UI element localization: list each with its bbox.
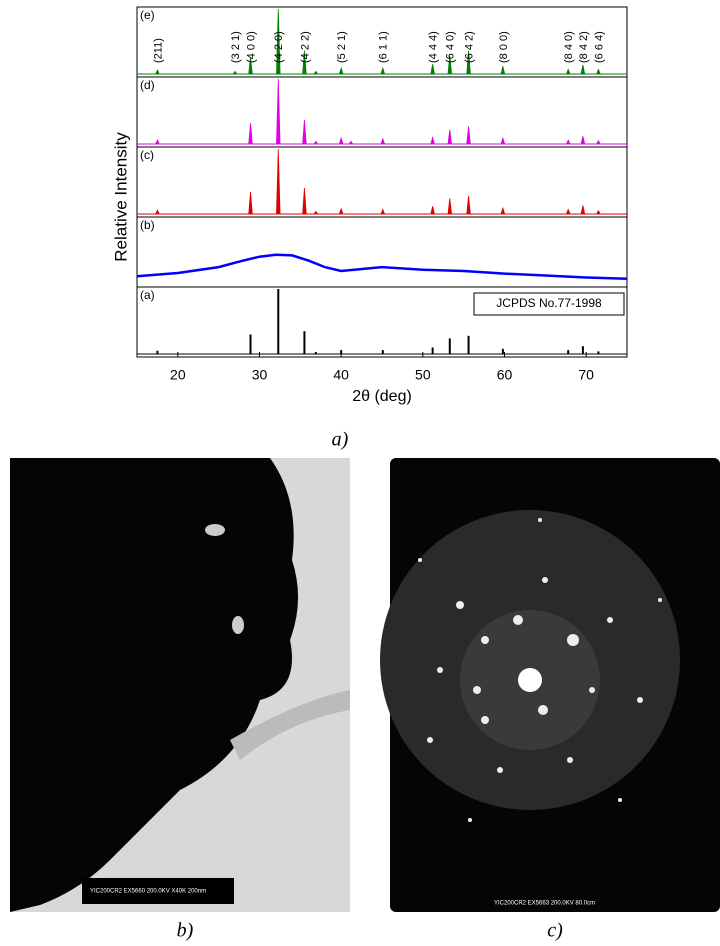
peak bbox=[313, 210, 319, 215]
peak bbox=[338, 136, 344, 145]
x-tick-label: 30 bbox=[252, 367, 268, 383]
caption: a) bbox=[332, 429, 349, 451]
x-tick-label: 60 bbox=[497, 367, 513, 383]
x-axis-label: 2θ (deg) bbox=[352, 388, 412, 405]
peak bbox=[232, 70, 238, 75]
peak bbox=[430, 136, 435, 145]
sad-pattern: YIC200CR2 EX5663 200.0KV 80.0cm bbox=[380, 458, 720, 912]
hkl-label: (3 2 1) bbox=[230, 31, 242, 63]
peak bbox=[313, 140, 319, 145]
hkl-label: (4 2 0) bbox=[273, 31, 285, 63]
hkl-label: (8 0 0) bbox=[498, 31, 510, 63]
panel-label: (e) bbox=[140, 8, 155, 22]
hkl-label: (6 1 1) bbox=[378, 31, 390, 63]
peak bbox=[248, 123, 253, 145]
peak bbox=[580, 64, 586, 75]
peak bbox=[595, 209, 601, 215]
hkl-label: (8 4 0) bbox=[563, 31, 575, 63]
y-axis-label: Relative Intensity bbox=[111, 132, 130, 262]
pattern-line bbox=[136, 253, 628, 281]
panel-frame bbox=[136, 146, 628, 218]
caption: c) bbox=[547, 920, 563, 941]
hkl-label: (5 2 1) bbox=[336, 31, 348, 63]
peak bbox=[565, 139, 571, 145]
hkl-label: (4 0 0) bbox=[245, 31, 257, 63]
panel-label: (b) bbox=[140, 218, 155, 232]
peak bbox=[380, 137, 386, 145]
reference-label: JCPDS No.77-1998 bbox=[496, 296, 602, 310]
caption: b) bbox=[177, 920, 194, 941]
panel-label: (c) bbox=[140, 148, 154, 162]
peak bbox=[596, 68, 601, 75]
peak bbox=[248, 191, 253, 215]
peak bbox=[154, 209, 160, 215]
panel-label: (a) bbox=[140, 288, 155, 302]
peak bbox=[380, 208, 386, 215]
x-tick-label: 70 bbox=[578, 367, 594, 383]
peak bbox=[595, 139, 601, 145]
peak bbox=[154, 69, 160, 75]
peak bbox=[338, 66, 344, 75]
peak bbox=[154, 139, 160, 145]
peak bbox=[302, 119, 307, 145]
peak bbox=[380, 66, 386, 75]
x-tick-label: 20 bbox=[170, 367, 186, 383]
peak bbox=[430, 64, 435, 75]
tem-image: YIC200CR2 EX5660 200.0KV X40K 200nm bbox=[10, 458, 350, 912]
peak bbox=[580, 205, 586, 215]
hkl-label: (6 6 4) bbox=[593, 31, 605, 63]
x-tick-label: 50 bbox=[415, 367, 431, 383]
hkl-label: (4 4 4) bbox=[428, 31, 440, 63]
panel-frame bbox=[136, 76, 628, 148]
peak bbox=[466, 126, 471, 145]
peak bbox=[580, 136, 586, 145]
peak bbox=[313, 70, 319, 75]
peak bbox=[338, 207, 344, 215]
peak bbox=[565, 208, 571, 215]
peak bbox=[276, 78, 281, 145]
peak bbox=[302, 187, 307, 215]
peak bbox=[500, 206, 506, 215]
micrograph-label: YIC200CR2 EX5663 200.0KV 80.0cm bbox=[494, 901, 595, 907]
peak bbox=[447, 129, 453, 145]
peak bbox=[447, 55, 453, 75]
peak bbox=[500, 136, 506, 145]
micrograph-label: YIC200CR2 EX5660 200.0KV X40K 200nm bbox=[90, 889, 206, 895]
hkl-label: (6 4 0) bbox=[445, 31, 457, 63]
x-tick-label: 40 bbox=[333, 367, 349, 383]
hkl-label: (6 4 2) bbox=[463, 31, 475, 63]
peak bbox=[430, 206, 435, 215]
legend-box bbox=[473, 292, 625, 316]
peak bbox=[348, 140, 354, 145]
peak bbox=[466, 50, 471, 75]
panel-frame bbox=[136, 286, 628, 358]
peak bbox=[500, 66, 506, 75]
panel-label: (d) bbox=[140, 78, 155, 92]
peak bbox=[302, 50, 307, 75]
hkl-label: (211) bbox=[152, 38, 164, 63]
peak bbox=[466, 195, 471, 215]
peak bbox=[276, 8, 281, 75]
peak bbox=[248, 57, 253, 75]
hkl-label: (4 2 2) bbox=[299, 31, 311, 63]
hkl-label: (8 4 2) bbox=[578, 31, 590, 63]
peak bbox=[447, 198, 453, 215]
peak bbox=[276, 148, 281, 215]
peak bbox=[565, 68, 571, 75]
